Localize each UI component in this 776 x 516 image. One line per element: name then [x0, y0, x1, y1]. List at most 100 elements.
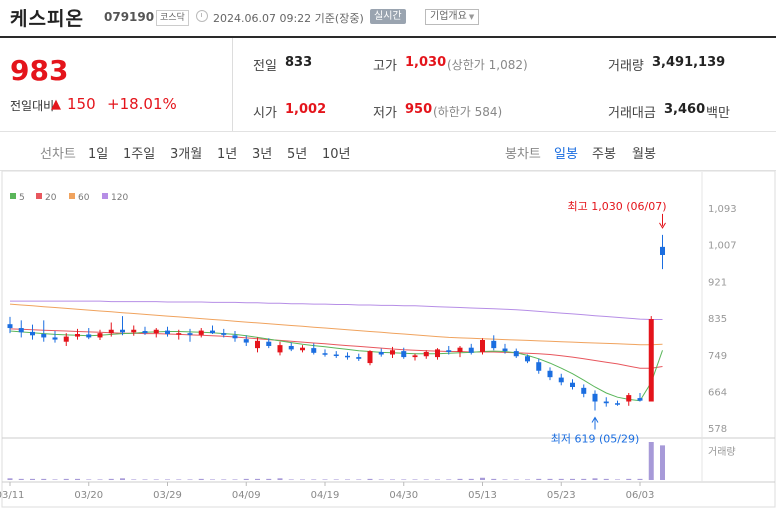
change-label: 전일대비 — [10, 99, 55, 113]
candle-body — [165, 330, 170, 335]
volume-bar — [322, 479, 328, 480]
legend-label: 120 — [111, 193, 128, 203]
y-tick-label: 1,007 — [708, 241, 737, 252]
volume-bar — [243, 478, 249, 480]
y-tick-label: 578 — [708, 424, 727, 435]
candle-body — [513, 351, 519, 357]
volume-bar — [367, 478, 373, 480]
candle-body — [18, 328, 24, 333]
candle-body — [187, 333, 193, 335]
realtime-badge[interactable]: 실시간 — [370, 9, 406, 24]
tab-3year[interactable]: 3년 — [252, 147, 273, 162]
candle-body — [525, 356, 530, 362]
y-tick-label: 921 — [708, 277, 727, 288]
legend-swatch — [69, 193, 75, 199]
y-tick-label: 749 — [708, 351, 727, 362]
candle-body — [446, 350, 452, 352]
candle-body — [423, 351, 429, 357]
candle-body — [367, 351, 373, 364]
legend-swatch — [10, 193, 16, 199]
candle-body — [243, 339, 249, 343]
chart-frame — [1, 170, 776, 508]
low-value: 950 — [405, 102, 433, 117]
period-tab-bar — [0, 131, 776, 171]
candle-body — [255, 340, 260, 349]
tab-1year[interactable]: 1년 — [217, 147, 238, 162]
company-overview-button[interactable]: 기업개요 ▼ — [425, 9, 480, 25]
ma20-line — [9, 328, 663, 369]
tab-10year[interactable]: 10년 — [322, 147, 351, 162]
volume-bar — [457, 478, 463, 480]
candle-body — [153, 329, 159, 334]
candle-body — [232, 335, 238, 339]
chevron-down-icon: ▼ — [468, 13, 475, 21]
tab-daily[interactable]: 일봉 — [554, 147, 578, 162]
tab-1week[interactable]: 1주일 — [123, 147, 156, 162]
volume-bar — [176, 479, 182, 480]
up-triangle-icon: ▲ — [51, 97, 61, 112]
volume-bar — [423, 479, 429, 480]
change-amount: 150 — [67, 95, 96, 113]
volume-bar — [626, 478, 632, 480]
candle-body — [266, 341, 272, 346]
candle-body — [108, 329, 114, 334]
y-tick-label: 1,093 — [708, 204, 737, 215]
candle-body — [468, 347, 474, 353]
volume-bar — [142, 479, 148, 480]
volume-bar — [491, 478, 497, 480]
volume-bar — [648, 442, 654, 480]
candle-body — [502, 348, 508, 352]
volume-bar — [7, 478, 13, 480]
volume-bar — [637, 478, 643, 480]
candle-body — [86, 334, 92, 338]
x-tick-label: 03/11 — [0, 490, 24, 501]
volume-bar — [120, 478, 125, 480]
amount-value: 3,460 — [664, 102, 706, 117]
tab-monthly[interactable]: 월봉 — [632, 147, 656, 162]
candle-body — [581, 387, 587, 394]
candle-body — [120, 329, 125, 333]
tab-1day[interactable]: 1일 — [88, 147, 109, 162]
candle-body — [97, 333, 103, 338]
candle-body — [322, 353, 328, 355]
high-label: 고가 — [373, 59, 397, 74]
change-percent: +18.01% — [107, 95, 177, 113]
header-divider — [0, 36, 776, 38]
prev-close-value: 833 — [285, 55, 313, 70]
amount-unit: 백만 — [706, 106, 730, 121]
legend-swatch — [102, 193, 108, 199]
tab-3month[interactable]: 3개월 — [170, 147, 203, 162]
volume-bar — [333, 479, 339, 480]
volume-bar — [480, 477, 485, 480]
candle-body — [277, 345, 283, 353]
volume-bar — [592, 478, 598, 480]
volume-bar — [41, 478, 47, 480]
volume-bar — [378, 479, 384, 480]
tab-5year[interactable]: 5년 — [287, 147, 308, 162]
company-overview-label: 기업개요 — [430, 11, 467, 22]
candle-body — [491, 340, 497, 349]
amount-label: 거래대금 — [608, 106, 656, 121]
candle-body — [480, 340, 485, 352]
volume-bar — [187, 479, 193, 480]
volume-bar — [108, 478, 114, 480]
candle-body — [345, 355, 350, 358]
volume-bar — [75, 478, 80, 480]
low-annotation: 최저 619 (05/29) — [551, 432, 640, 445]
open-label: 시가 — [253, 106, 277, 121]
candle-body — [626, 395, 632, 402]
candle-body — [176, 333, 182, 335]
lower-limit: (하한가 584) — [433, 105, 503, 119]
volume-label: 거래량 — [708, 446, 736, 458]
candle-body — [401, 351, 407, 358]
low-label: 저가 — [373, 106, 397, 121]
volume-bar — [86, 479, 92, 480]
ma5-line — [9, 330, 663, 402]
candle-body — [435, 349, 440, 358]
tab-weekly[interactable]: 주봉 — [592, 147, 616, 162]
candle-chart-label: 봉차트 — [505, 147, 541, 162]
line-chart-label: 선차트 — [40, 147, 76, 162]
chart-svg: 1,093 1,007 921 835 749 664 578 03/11 03/20 03/29… — [0, 170, 776, 508]
quote-datetime: 2024.06.07 09:22 기준(장중) — [213, 12, 364, 25]
y-tick-label: 664 — [708, 387, 727, 398]
